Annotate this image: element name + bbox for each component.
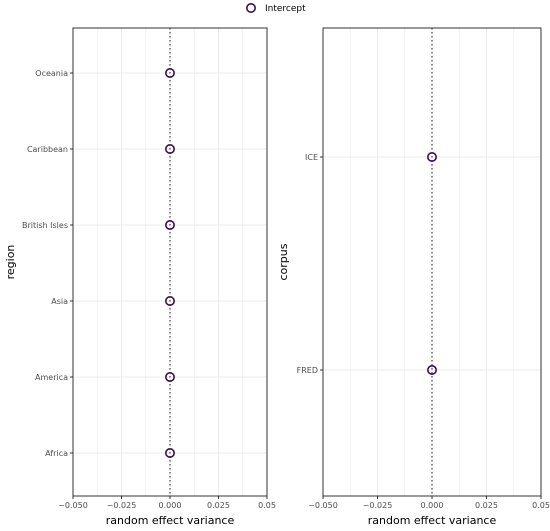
data-point <box>165 144 176 155</box>
y-tick-label: America <box>35 373 68 382</box>
y-tick-label: ICE <box>305 153 318 162</box>
y-axis-title: corpus <box>277 243 290 280</box>
y-axis-title: region <box>4 245 17 280</box>
data-point <box>165 447 176 458</box>
data-point <box>165 220 176 231</box>
x-axis-title: random effect variance <box>368 514 497 527</box>
y-tick-label: Africa <box>45 449 68 458</box>
y-tick-label: Oceania <box>35 69 68 78</box>
data-point <box>426 152 437 163</box>
y-tick-label: British Isles <box>22 221 68 230</box>
x-tick-label: 0.025 <box>475 501 498 510</box>
corpus-panel: FRED ICE −0.050 −0.025 0.000 0.025 0.05 random … <box>277 27 550 527</box>
x-tick-label: 0.05 <box>258 501 276 510</box>
x-tick-label: −0.050 <box>58 501 88 510</box>
data-point <box>165 68 176 79</box>
y-tick-label: Asia <box>51 297 68 306</box>
data-point <box>426 364 437 375</box>
x-tick-label: −0.025 <box>107 501 137 510</box>
y-tick-label: Caribbean <box>27 145 68 154</box>
data-point <box>165 295 176 306</box>
x-axis-title: random effect variance <box>106 514 235 527</box>
x-tick-label: −0.025 <box>363 501 393 510</box>
legend-marker <box>246 3 257 13</box>
legend: Intercept <box>246 3 306 14</box>
x-tick-label: 0.000 <box>159 501 182 510</box>
y-tick-label: FRED <box>297 366 318 375</box>
region-panel: Africa America Asia British Isles Caribbean O… <box>4 27 276 527</box>
x-tick-label: −0.050 <box>308 501 338 510</box>
x-tick-label: 0.025 <box>207 501 230 510</box>
x-tick-label: 0.05 <box>532 501 550 510</box>
data-point <box>165 371 176 382</box>
legend-label: Intercept <box>265 4 306 14</box>
x-tick-label: 0.000 <box>421 501 444 510</box>
